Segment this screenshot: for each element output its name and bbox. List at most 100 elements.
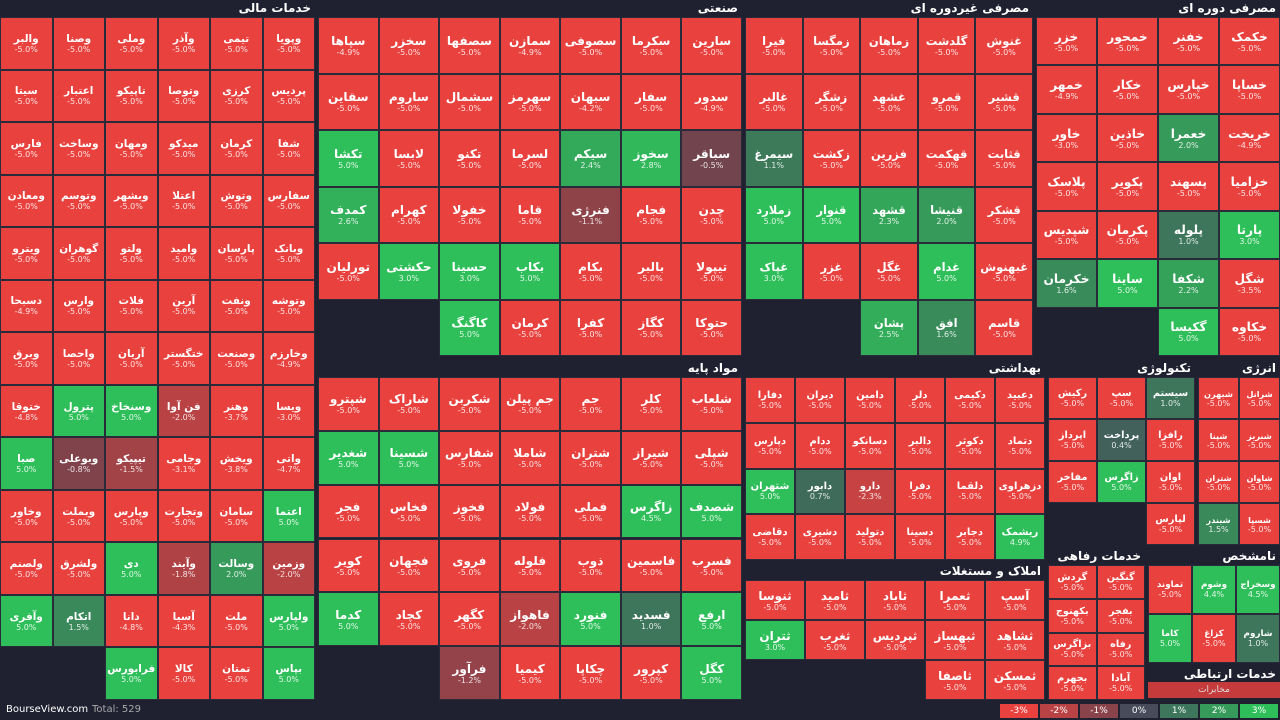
stock-tile: ثتران 3.0%: [745, 620, 805, 660]
stock-change: -5.0%: [457, 104, 482, 114]
stock-change: -5.0%: [1003, 682, 1027, 692]
stock-tile: دفرا -5.0%: [895, 468, 945, 515]
stock-name: پلاسک: [1047, 174, 1086, 189]
stock-tile: غبهنوش -5.0%: [975, 243, 1033, 300]
stock-tile: بکهنوج -5.0%: [1048, 598, 1097, 633]
stock-tile: رفاه -5.0%: [1096, 632, 1145, 667]
stock-tile: واحصا -5.0%: [52, 332, 105, 385]
stock-change: 5.0%: [16, 622, 37, 632]
stock-change: -3.0%: [1054, 140, 1079, 150]
stock-name: غالبر: [759, 90, 788, 105]
stock-change: -5.0%: [224, 622, 248, 632]
stock-change: -5.0%: [1054, 188, 1079, 198]
stock-tile: ثعمرا -5.0%: [925, 580, 985, 620]
stock-change: -4.3%: [172, 622, 196, 632]
stock-change: -5.0%: [224, 359, 248, 369]
stock-name: اتکام: [66, 610, 92, 623]
stock-change: -5.0%: [1109, 616, 1133, 626]
stock-tile: تماوند -5.0%: [1148, 565, 1192, 614]
stock-name: وتوش: [220, 190, 253, 203]
stock-change: -3.8%: [224, 465, 248, 475]
stock-tile: کاما 5.0%: [1148, 614, 1192, 663]
stock-tile: کچاد -5.0%: [378, 592, 440, 647]
stock-name: ریشمک: [1001, 527, 1039, 539]
legend-label: 0%: [1131, 706, 1147, 716]
stock-name: لابسا: [393, 146, 425, 161]
stock-name: سصوفی: [564, 33, 617, 48]
stock-tile: وسخراج 4.5%: [1236, 565, 1280, 614]
stock-change: -5.0%: [578, 675, 603, 685]
stock-tile: جم -5.0%: [560, 377, 621, 431]
stock-tile: شفا -5.0%: [262, 122, 315, 175]
stock-change: -4.8%: [119, 622, 143, 632]
stock-name: خکار: [1113, 78, 1142, 93]
stock-name: گردش: [1057, 571, 1088, 583]
stock-change: -5.0%: [518, 104, 542, 114]
stock-change: -5.0%: [1115, 92, 1140, 102]
stock-change: -5.0%: [639, 406, 663, 416]
stock-name: وشوم: [1200, 580, 1228, 590]
stock-name: آسیا: [172, 610, 195, 623]
stock-name: دی: [123, 558, 139, 571]
stock-change: 0.4%: [1111, 441, 1132, 450]
stock-tile: خریخت -4.9%: [1219, 113, 1280, 163]
stock-tile: سخوز 2.8%: [620, 130, 682, 187]
stock-name: پلوله: [1173, 223, 1204, 238]
stock-tile: کگاز -5.0%: [620, 299, 682, 356]
stock-name: قثابت: [987, 146, 1021, 161]
stock-name: خپارس: [1167, 78, 1210, 93]
stock-name: قشکر: [987, 203, 1021, 218]
stock-name: دقاضی: [752, 527, 788, 539]
sector: انرژی شرانل -5.0% شبهرن -5.0% شبریز -5.0% شپنا -…: [1198, 360, 1280, 545]
stock-name: تکنو: [457, 146, 482, 161]
stock-tile: شبریز -5.0%: [1239, 419, 1280, 461]
stock-name: ویترو: [12, 242, 41, 255]
stock-tile: خکار -5.0%: [1097, 65, 1158, 114]
stock-change: -5.0%: [14, 149, 38, 159]
stock-name: شفارس: [444, 446, 494, 461]
stock-name: ذوب: [577, 553, 604, 568]
stock-change: 3.0%: [459, 273, 480, 283]
stock-change: -5.0%: [518, 217, 542, 227]
stock-change: -5.0%: [700, 567, 724, 577]
stock-change: -5.0%: [1176, 92, 1201, 102]
stock-tile: ختوقا -4.8%: [0, 384, 53, 438]
stock-tile: بکام -5.0%: [560, 243, 621, 300]
stock-tile: وتوسم -5.0%: [52, 174, 105, 228]
stock-tile: وپویا -5.0%: [262, 17, 315, 70]
stock-name: دلر: [912, 389, 928, 401]
stock-name: وامید: [170, 242, 198, 255]
stock-change: -5.0%: [277, 44, 301, 54]
stock-change: -5.0%: [14, 254, 38, 264]
stock-name: خفنر: [1173, 29, 1204, 44]
stock-tile: سیستم 1.0%: [1146, 377, 1195, 419]
stock-tile: آریان -5.0%: [105, 332, 158, 385]
legend-item: -1%: [1080, 704, 1118, 718]
sector: مواد پایه شلعاب -5.0% کلر -5.0% جم -5.0% جم پیل…: [318, 360, 742, 700]
stock-tile: لسرما -5.0%: [499, 130, 561, 187]
stock-change: -5.0%: [1158, 525, 1183, 534]
stock-tile: وپارس -5.0%: [105, 489, 158, 543]
sector-title: خدمات ارتباطی: [1183, 667, 1276, 681]
legend-label: 1%: [1171, 706, 1187, 716]
stock-tile: سامان -5.0%: [210, 489, 263, 543]
stock-name: ویخش: [219, 453, 253, 466]
stock-name: غبهنوش: [980, 259, 1029, 274]
stock-tile: وامید -5.0%: [157, 227, 210, 280]
stock-change: -5.0%: [1060, 616, 1084, 626]
stock-tile: شیراز -5.0%: [620, 430, 682, 485]
stock-change: -5.0%: [1003, 642, 1027, 652]
stock-name: ثپردیس: [872, 628, 918, 643]
stock-change: -5.0%: [1060, 399, 1085, 408]
stock-tile: وبوعلی -0.8%: [52, 437, 105, 490]
stock-name: قمرو: [931, 90, 962, 105]
stock-tile: خاور -3.0%: [1036, 113, 1097, 163]
stock-tile: گوهران -5.0%: [52, 227, 105, 280]
legend-item: -2%: [1040, 704, 1078, 718]
stock-tile: ثغرب -5.0%: [805, 620, 865, 660]
stock-tile: آسپ -5.0%: [985, 580, 1045, 620]
stock-change: -3.7%: [224, 412, 248, 422]
stock-tile: اعتما 5.0%: [262, 489, 315, 543]
stock-change: 5.0%: [1178, 334, 1199, 344]
stock-name: دکوثر: [956, 435, 984, 447]
